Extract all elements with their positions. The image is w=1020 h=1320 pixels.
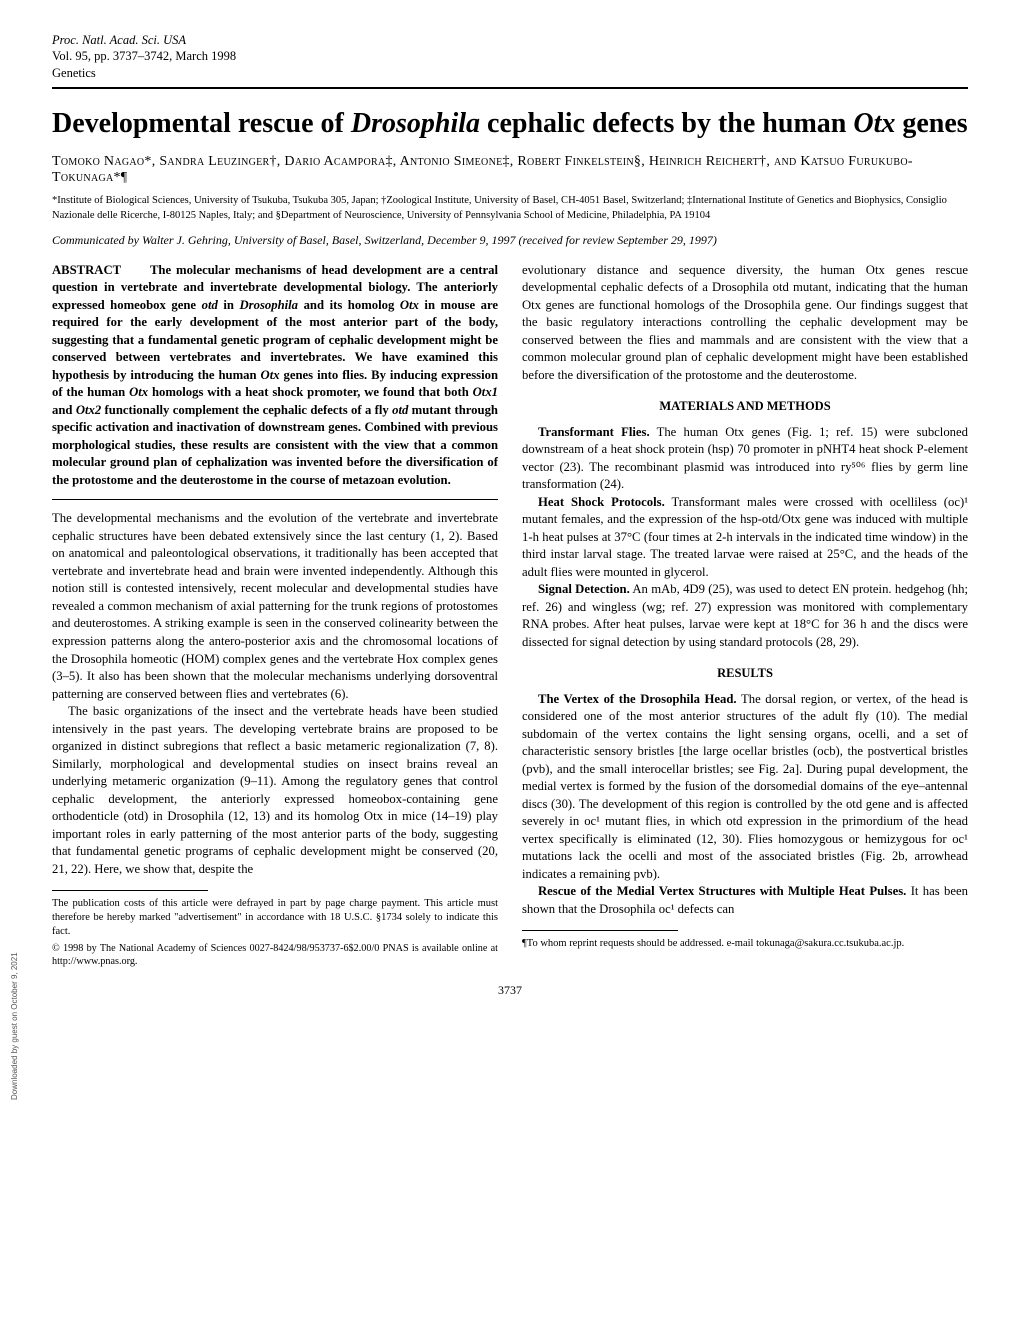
results-para-1: The Vertex of the Drosophila Head. The d… <box>522 691 968 884</box>
affiliations: *Institute of Biological Sciences, Unive… <box>52 194 968 222</box>
intro-para-2: The basic organizations of the insect an… <box>52 703 498 878</box>
results-para-2: Rescue of the Medial Vertex Structures w… <box>522 883 968 918</box>
authors-line: Tomoko Nagao*, Sandra Leuzinger†, Dario … <box>52 154 968 186</box>
methods-para-3: Signal Detection. An mAb, 4D9 (25), was … <box>522 581 968 651</box>
abstract-end-rule <box>52 499 498 500</box>
methods-para-1: Transformant Flies. The human Otx genes … <box>522 424 968 494</box>
header-rule <box>52 87 968 89</box>
column-left: ABSTRACT The molecular mechanisms of hea… <box>52 262 498 969</box>
communicated-line: Communicated by Walter J. Gehring, Unive… <box>52 233 968 248</box>
download-side-text: Downloaded by guest on October 9, 2021 <box>10 952 19 1100</box>
abstract-block: ABSTRACT The molecular mechanisms of hea… <box>52 262 498 490</box>
title-italic-2: Otx <box>853 108 895 139</box>
results-p2-head: Rescue of the Medial Vertex Structures w… <box>538 884 906 898</box>
journal-header: Proc. Natl. Acad. Sci. USA Vol. 95, pp. … <box>52 32 968 81</box>
results-p1-body: The dorsal region, or vertex, of the hea… <box>522 692 968 881</box>
intro-continuation: evolutionary distance and sequence diver… <box>522 262 968 385</box>
footnote-copyright: © 1998 by The National Academy of Scienc… <box>52 942 498 969</box>
journal-name: Proc. Natl. Acad. Sci. USA <box>52 32 968 48</box>
results-p1-head: The Vertex of the Drosophila Head. <box>538 692 737 706</box>
footnote-pub-costs: The publication costs of this article we… <box>52 897 498 938</box>
journal-volume: Vol. 95, pp. 3737–3742, March 1998 <box>52 48 968 64</box>
journal-section: Genetics <box>52 65 968 81</box>
column-right: evolutionary distance and sequence diver… <box>522 262 968 969</box>
footnote-rule-left <box>52 890 208 891</box>
page-number: 3737 <box>52 983 968 998</box>
title-part-1: Developmental rescue of <box>52 108 351 139</box>
methods-para-2: Heat Shock Protocols. Transformant males… <box>522 494 968 582</box>
title-part-5: genes <box>895 108 967 139</box>
intro-para-1: The developmental mechanisms and the evo… <box>52 510 498 703</box>
methods-p1-head: Transformant Flies. <box>538 425 650 439</box>
abstract-label: ABSTRACT <box>52 263 121 277</box>
methods-head: MATERIALS AND METHODS <box>522 398 968 415</box>
article-title: Developmental rescue of Drosophila cepha… <box>52 107 968 141</box>
results-head: RESULTS <box>522 665 968 682</box>
title-italic-1: Drosophila <box>351 108 480 139</box>
page-container: Proc. Natl. Acad. Sci. USA Vol. 95, pp. … <box>0 0 1020 1038</box>
methods-p3-head: Signal Detection. <box>538 582 630 596</box>
abstract-text: The molecular mechanisms of head develop… <box>52 263 498 487</box>
methods-p2-head: Heat Shock Protocols. <box>538 495 665 509</box>
two-column-layout: ABSTRACT The molecular mechanisms of hea… <box>52 262 968 969</box>
title-part-3: cephalic defects by the human <box>480 108 853 139</box>
footnote-correspondence: ¶To whom reprint requests should be addr… <box>522 937 968 951</box>
footnote-rule-right <box>522 930 678 931</box>
